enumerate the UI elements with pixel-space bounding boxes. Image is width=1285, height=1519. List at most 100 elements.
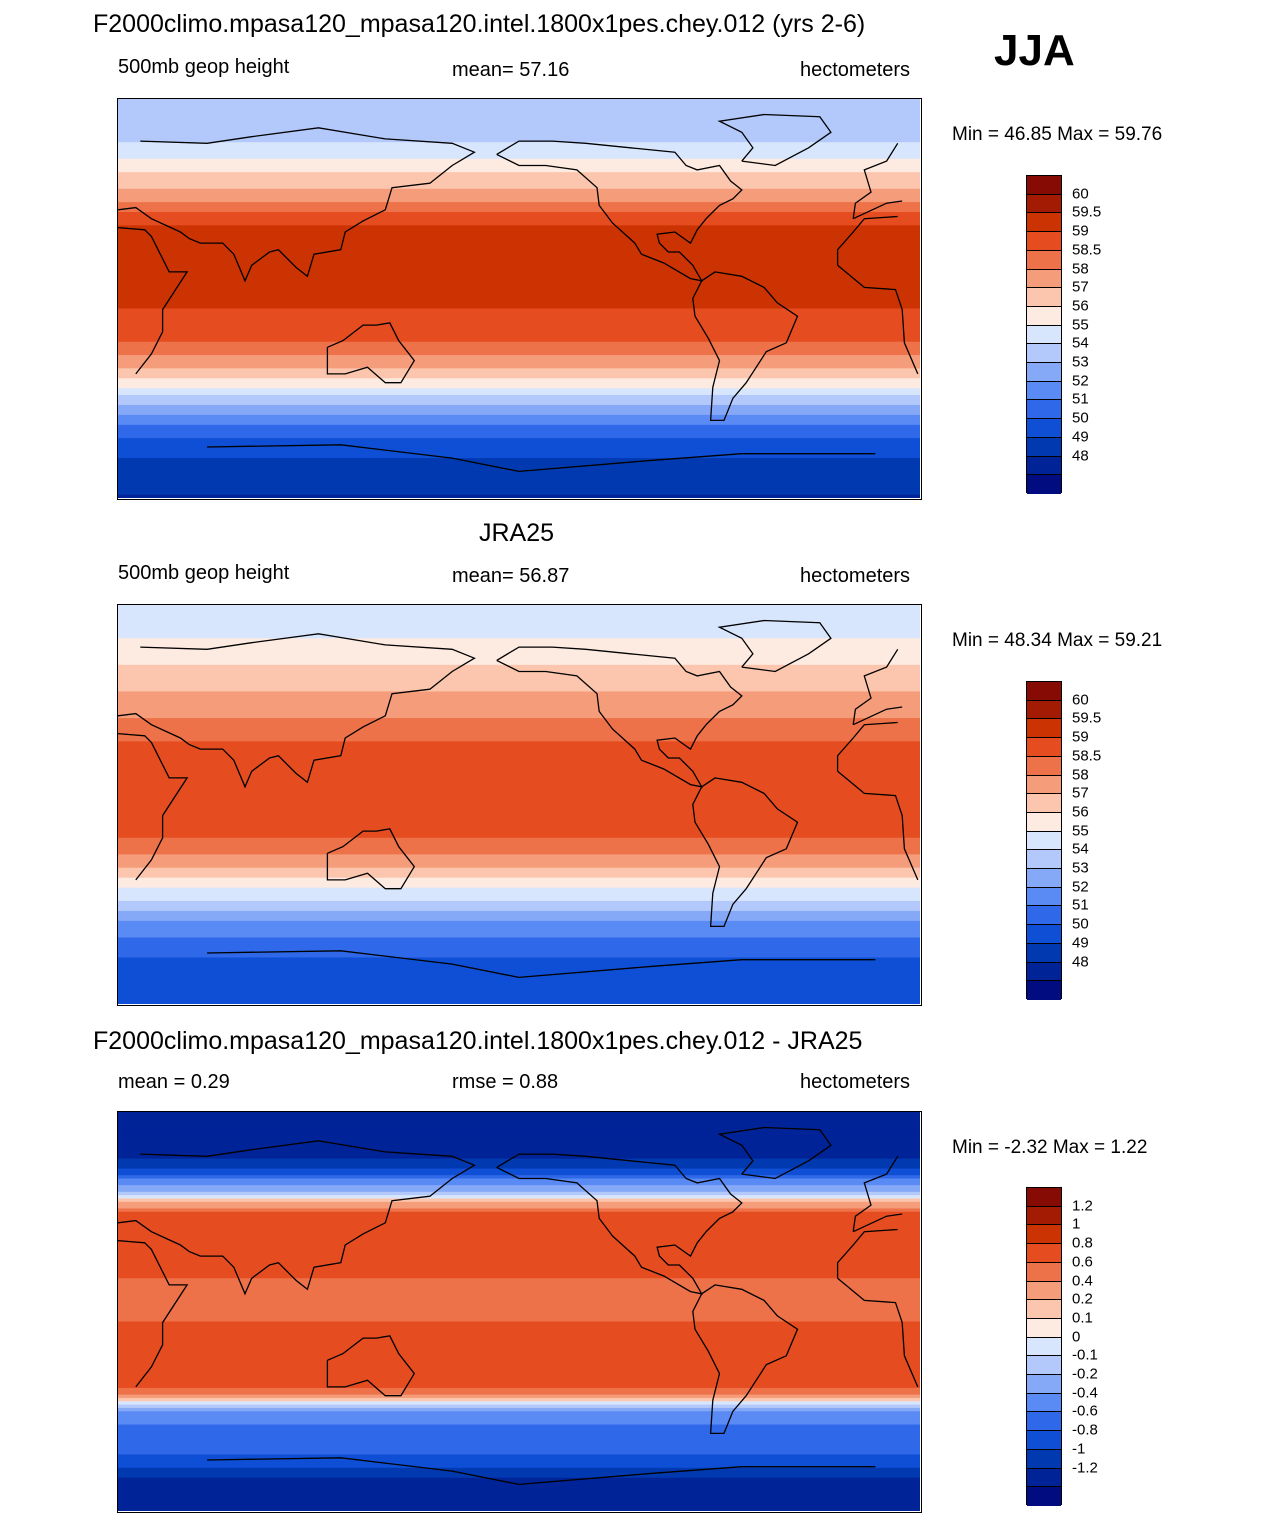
field-band (118, 1000, 920, 1004)
field-band (118, 188, 920, 193)
field-band (118, 1195, 920, 1200)
field-band (118, 847, 920, 852)
colorbar-tick-label: 58 (1072, 766, 1089, 784)
field-band (118, 681, 920, 686)
field-band (118, 208, 920, 213)
field-band (118, 1248, 920, 1253)
field-band (118, 1208, 920, 1213)
coastline (692, 777, 799, 928)
colorbar-tick-label: 57 (1072, 278, 1089, 296)
field-band (118, 904, 920, 909)
field-band (118, 411, 920, 416)
field-band (118, 265, 920, 270)
colorbar-tick-label: 54 (1072, 334, 1089, 352)
field-band (118, 1461, 920, 1466)
colorbar-tick-label: 49 (1072, 934, 1089, 952)
field-band (118, 168, 920, 173)
colorbar-tick-label: 52 (1072, 878, 1089, 896)
field-band (118, 1215, 920, 1220)
colorbar-tick-label: 52 (1072, 372, 1089, 390)
field-band (118, 994, 920, 998)
field-band (118, 1324, 920, 1329)
colorbar-swatch (1027, 419, 1061, 438)
field-band (118, 381, 920, 386)
colorbar-swatch (1027, 700, 1061, 720)
field-band (118, 384, 920, 389)
field-band (118, 351, 920, 356)
panel3-title: F2000climo.mpasa120_mpasa120.intel.1800x… (93, 1027, 863, 1055)
field-band (118, 1474, 920, 1479)
colorbar-tick-label: 0.1 (1072, 1309, 1093, 1327)
field-band (118, 1131, 920, 1136)
colorbar-tick-label: 0.8 (1072, 1234, 1093, 1252)
field-band (118, 950, 920, 955)
colorbar-swatch (1027, 943, 1061, 963)
field-band (118, 1394, 920, 1399)
field-band (118, 421, 920, 426)
field-band (118, 817, 920, 822)
colorbar-swatch (1027, 1318, 1061, 1338)
field-band (118, 461, 920, 466)
field-band (118, 1112, 920, 1116)
field-band (118, 734, 920, 739)
colorbar-swatch (1027, 1412, 1061, 1432)
field-band (118, 747, 920, 752)
field-band (118, 937, 920, 942)
field-band (118, 967, 920, 972)
coastline (496, 646, 743, 788)
field-band (118, 232, 920, 236)
coastline (496, 1153, 743, 1295)
colorbar-swatch (1027, 1244, 1061, 1263)
field-band (118, 1424, 920, 1429)
field-band (118, 132, 920, 137)
field-band (118, 704, 920, 709)
colorbar-swatch (1027, 269, 1061, 289)
colorbar-swatch (1027, 981, 1061, 1000)
field-band (118, 1261, 920, 1266)
panel1-left-label: 500mb geop height (118, 56, 290, 78)
field-band (118, 964, 920, 969)
field-band (118, 125, 920, 130)
field-band (118, 628, 920, 633)
colorbar-swatch (1027, 1431, 1061, 1450)
field-band (118, 861, 920, 865)
field-band (118, 654, 920, 659)
field-band (118, 222, 920, 226)
field-band (118, 711, 920, 716)
field-band (118, 837, 920, 842)
field-band (118, 638, 920, 643)
colorbar-swatch (1027, 1468, 1061, 1488)
field-band (118, 1288, 920, 1293)
field-band (118, 930, 920, 935)
field-band (118, 1457, 920, 1462)
field-band (118, 1401, 920, 1406)
field-band (118, 1484, 920, 1489)
field-band (118, 228, 920, 233)
coastline (207, 1457, 876, 1486)
field-band (118, 674, 920, 679)
field-band (118, 811, 920, 816)
field-band (118, 1294, 920, 1299)
field-band (118, 1507, 920, 1511)
panel3-map (117, 1111, 922, 1513)
colorbar-tick-label: 56 (1072, 297, 1089, 315)
colorbar-tick-label: 58.5 (1072, 747, 1102, 765)
field-band (118, 404, 920, 409)
colorbar-swatch (1027, 363, 1061, 382)
field-band (118, 1414, 920, 1419)
panel3-field (118, 1112, 920, 1511)
field-band (118, 658, 920, 663)
field-band (118, 767, 920, 772)
field-band (118, 1191, 920, 1196)
field-band (118, 997, 920, 1002)
field-band (118, 1444, 920, 1449)
field-band (118, 468, 920, 473)
field-band (118, 1437, 920, 1442)
field-band (118, 391, 920, 396)
field-band (118, 738, 920, 742)
field-band (118, 178, 920, 183)
field-band (118, 1371, 920, 1376)
field-band (118, 441, 920, 446)
field-band (118, 464, 920, 469)
field-band (118, 824, 920, 829)
